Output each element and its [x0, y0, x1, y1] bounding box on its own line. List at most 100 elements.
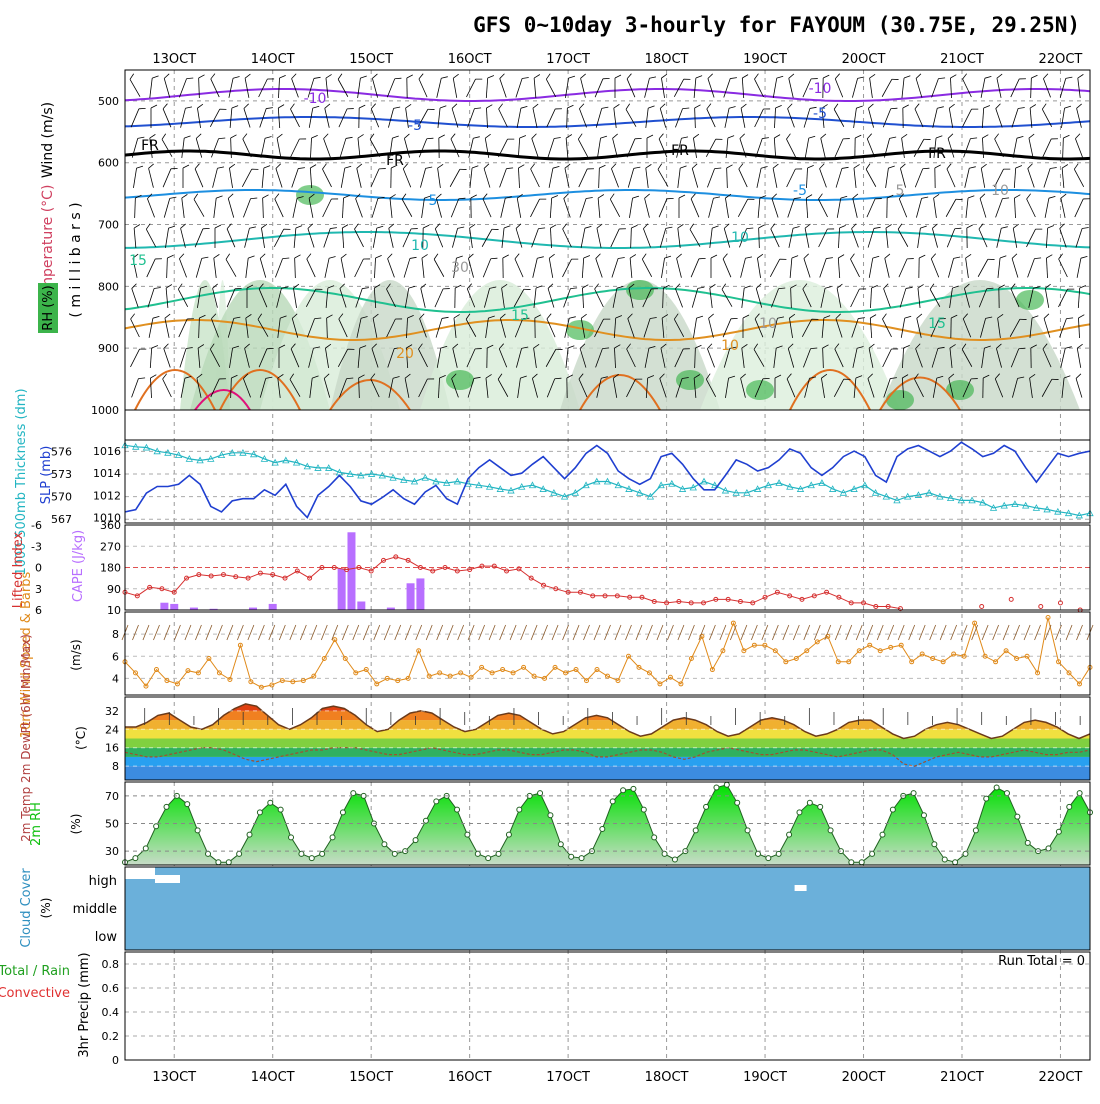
wind-barb-shaft — [741, 108, 745, 128]
wind-barb — [306, 254, 321, 277]
pressure-tick-label: 700 — [98, 219, 119, 232]
rh2m-point — [921, 813, 926, 818]
rh2m-point — [257, 810, 262, 815]
wind-barb-shaft — [707, 349, 714, 368]
wind10-barb — [605, 625, 611, 640]
wind-barb — [676, 254, 687, 278]
wind-barb — [149, 315, 159, 339]
wind-barb-shaft — [214, 258, 216, 278]
wind-barb-shaft — [342, 198, 343, 218]
wind-barb-shaft — [403, 229, 411, 247]
wind10-barb — [646, 625, 652, 640]
wind-barb-flag — [392, 135, 398, 139]
wind-barb-shaft — [147, 199, 154, 218]
cloud-fill — [125, 867, 1090, 950]
wind-barb-shaft — [597, 138, 600, 158]
wind-barb-shaft — [546, 79, 555, 97]
wind10-barb — [919, 625, 925, 640]
li-tick-label: 0 — [35, 562, 42, 575]
rh2m-point — [911, 791, 916, 796]
wind-barb-shaft — [614, 108, 616, 128]
wind-barb — [1057, 254, 1072, 277]
wind10-barb — [269, 625, 275, 640]
wind-barb — [341, 254, 351, 278]
wind-barb — [289, 104, 305, 127]
rh2m-point — [506, 832, 511, 837]
wind-barb — [596, 224, 607, 248]
wind10-barb — [951, 625, 957, 640]
wind-barb-shaft — [627, 79, 635, 97]
wind-barb — [773, 75, 783, 99]
wind-barb — [150, 345, 158, 368]
wind-barb-flag — [1016, 165, 1022, 168]
wind-barb-shaft — [150, 348, 151, 368]
wind-barb-flag — [450, 134, 457, 139]
wind-barb-shaft — [866, 169, 876, 186]
wind-barb-shaft — [725, 198, 728, 218]
wind-barb-flag — [225, 254, 232, 260]
wind-barb-flag — [1042, 74, 1049, 79]
wind-barb — [805, 224, 815, 248]
wind-barb-flag — [342, 225, 348, 228]
wind-barb — [516, 76, 529, 100]
wind-barb-shaft — [675, 109, 682, 128]
wind-barb-shaft — [851, 289, 860, 307]
wind-barb-shaft — [562, 259, 571, 277]
wind-barb-flag — [826, 256, 833, 261]
wind-barb-shaft — [611, 169, 618, 188]
wind-barb — [134, 225, 142, 248]
wind-barb-shaft — [723, 259, 731, 277]
wind-barb-flag — [1014, 195, 1020, 198]
wind-barb-flag — [731, 316, 738, 321]
cloud-gap — [795, 885, 807, 891]
wind-barb-flag — [659, 104, 666, 109]
wind-barb-flag — [251, 196, 258, 201]
wind-barb-flag — [404, 134, 411, 138]
wind-barb-shaft — [838, 228, 839, 248]
wind-barb — [788, 74, 799, 98]
wind-barb-flag — [216, 195, 222, 199]
wind-barb-shaft — [770, 259, 779, 277]
rh2m-point — [289, 835, 294, 840]
wind-barb — [741, 104, 751, 128]
wind-barb-flag — [634, 166, 641, 171]
wind-barb-flag — [566, 135, 572, 139]
wind-barb-flag — [1011, 254, 1018, 259]
wind-barb-flag — [630, 255, 636, 259]
wind-barb-shaft — [598, 198, 600, 218]
wind-barb — [706, 104, 721, 127]
wind-barb-flag — [969, 165, 976, 169]
wind-barb-shaft — [293, 288, 296, 308]
wind-barb-flag — [129, 314, 136, 319]
wind-barb-flag — [485, 134, 491, 138]
cape-bar — [170, 604, 178, 610]
wind-barb — [182, 135, 191, 159]
wind10-barb — [772, 625, 778, 640]
rh2m-point — [548, 813, 553, 818]
wind-barb-shaft — [438, 108, 440, 128]
wind-barb-shaft — [834, 109, 844, 126]
wind-barb-shaft — [341, 258, 345, 278]
wind-barb — [674, 77, 690, 100]
wind-barb-flag — [1063, 135, 1069, 138]
wind-barb-shaft — [164, 78, 170, 97]
wind-barb-flag — [577, 134, 584, 139]
wind10-barb — [489, 625, 495, 640]
wind-barb-shaft — [759, 228, 760, 248]
li-tick-label: -6 — [31, 519, 42, 532]
wind-barb-flag — [870, 315, 876, 318]
wind-barb-flag — [545, 74, 552, 79]
contour-label: 10 — [721, 338, 739, 354]
wind-barb-shaft — [982, 138, 983, 158]
wind-barb — [278, 75, 285, 98]
wind-barb-shaft — [630, 258, 632, 278]
temperature-contour — [125, 232, 1090, 248]
wind-barb-flag — [265, 135, 271, 139]
wind-barb — [438, 105, 446, 129]
rh-high-blob — [746, 380, 774, 400]
wind-barb-shaft — [181, 108, 186, 127]
wind-barb-shaft — [182, 138, 184, 158]
wind-barb — [261, 224, 271, 248]
wind-barb — [947, 134, 959, 158]
wind10-barb — [174, 625, 180, 640]
